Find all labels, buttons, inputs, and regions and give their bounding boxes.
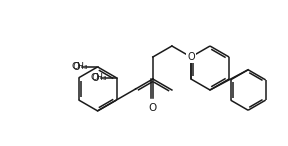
Text: O: O — [187, 52, 195, 62]
Text: O: O — [73, 62, 80, 72]
Text: O: O — [149, 103, 157, 113]
Text: CH₃: CH₃ — [71, 62, 88, 71]
Text: CH₃: CH₃ — [90, 73, 107, 82]
Text: O: O — [92, 73, 99, 83]
